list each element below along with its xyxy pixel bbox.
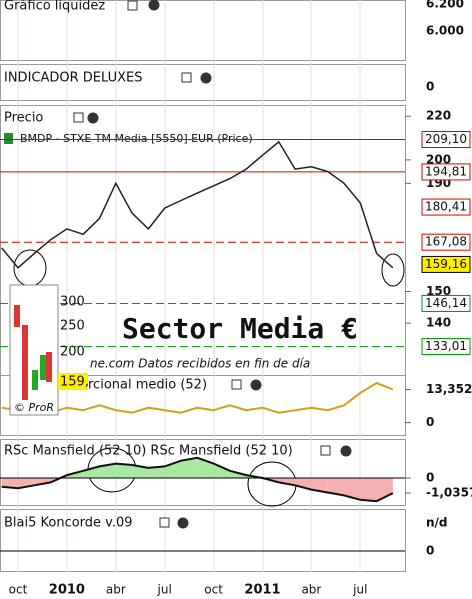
inset-label: 250 bbox=[60, 319, 85, 334]
panel-title: Blai5 Koncorde v.09 bbox=[4, 516, 133, 531]
y-tick-label: 140 bbox=[426, 316, 451, 330]
series-line bbox=[1, 140, 394, 269]
area-segment bbox=[132, 465, 149, 479]
panel-title: RSc Mansfield (52 10) RSc Mansfield (52 … bbox=[4, 444, 293, 459]
area-segment bbox=[148, 466, 165, 479]
sector-title: Sector Media € bbox=[122, 312, 358, 345]
y-tick-label: 220 bbox=[426, 109, 451, 123]
x-tick-label: jul bbox=[352, 583, 367, 597]
x-tick-label: jul bbox=[157, 583, 172, 597]
area-segment bbox=[311, 478, 328, 493]
panel-title: INDICADOR DELUXES bbox=[4, 71, 143, 86]
inset bbox=[9, 284, 59, 416]
x-tick-label: 2011 bbox=[244, 583, 280, 598]
source-note: ne.com Datos recibidos en fin de día bbox=[90, 357, 310, 371]
y-tick-label: -1,0357 bbox=[426, 486, 472, 500]
area-segment bbox=[360, 478, 377, 502]
x-tick-label: oct bbox=[9, 583, 28, 597]
axis-label: 6.000 bbox=[426, 24, 464, 38]
area-segment bbox=[327, 478, 344, 496]
level-box bbox=[421, 294, 471, 312]
y-tick-label: 0 bbox=[426, 415, 434, 429]
axis-label: 0 bbox=[426, 544, 434, 558]
level-label: 209,10 bbox=[425, 132, 467, 146]
series-line bbox=[1, 456, 394, 503]
level-label: 194,81 bbox=[425, 164, 467, 178]
area-segment bbox=[34, 478, 51, 486]
axis-label: 0 bbox=[426, 80, 434, 94]
area-segment bbox=[181, 457, 198, 479]
y-tick-label: 13,352 bbox=[426, 382, 472, 396]
x-tick-label: 2010 bbox=[49, 583, 85, 598]
area-segment bbox=[344, 478, 361, 500]
inset-label: 300 bbox=[60, 295, 85, 310]
area-segment bbox=[115, 463, 133, 479]
area-segment bbox=[1, 478, 18, 489]
inset-label: 200 bbox=[60, 345, 85, 360]
legend-entry: BMDP - STXE TM Media [5550] EUR (Price) bbox=[20, 132, 253, 145]
inset-copyright: © ProR bbox=[14, 401, 54, 414]
inset-candles bbox=[14, 305, 52, 400]
inset-price-box bbox=[58, 373, 88, 390]
y-tick-label: 150 bbox=[426, 284, 451, 298]
y-tick-label: 200 bbox=[426, 152, 451, 166]
series-line bbox=[1, 381, 394, 414]
level-label: 146,14 bbox=[425, 296, 467, 310]
level-box bbox=[421, 233, 471, 251]
area-segment bbox=[278, 478, 296, 486]
level-box bbox=[421, 163, 471, 181]
level-box bbox=[421, 255, 471, 273]
level-box bbox=[421, 198, 471, 216]
level-label: 167,08 bbox=[425, 235, 467, 249]
area-segment bbox=[213, 463, 230, 479]
x-tick-label: oct bbox=[204, 583, 223, 597]
area-segment bbox=[376, 478, 393, 502]
header-icons bbox=[73, 0, 352, 529]
level-box bbox=[421, 131, 471, 149]
level-label: 159,16 bbox=[425, 257, 467, 271]
panel-title: Gráfico liquidez bbox=[4, 0, 105, 14]
axis-label: 6.200 bbox=[426, 0, 464, 11]
panel-title: Precio bbox=[4, 111, 43, 126]
legend-swatch bbox=[4, 133, 13, 144]
area-segment bbox=[295, 478, 312, 490]
level-label: 133,01 bbox=[425, 339, 467, 353]
panel-frames bbox=[0, 0, 406, 572]
axis-label: n/d bbox=[426, 516, 448, 530]
x-tick-label: abr bbox=[301, 583, 321, 597]
x-tick-label: abr bbox=[106, 583, 126, 597]
area-segment bbox=[83, 466, 100, 479]
inset-price: 159, bbox=[60, 375, 89, 390]
level-box bbox=[421, 338, 471, 356]
area-segment bbox=[99, 463, 116, 479]
area-segment bbox=[164, 460, 181, 479]
level-label: 180,41 bbox=[425, 200, 467, 214]
y-tick-label: 0 bbox=[426, 471, 434, 485]
panel-title: rcional medio (52) bbox=[88, 378, 207, 393]
